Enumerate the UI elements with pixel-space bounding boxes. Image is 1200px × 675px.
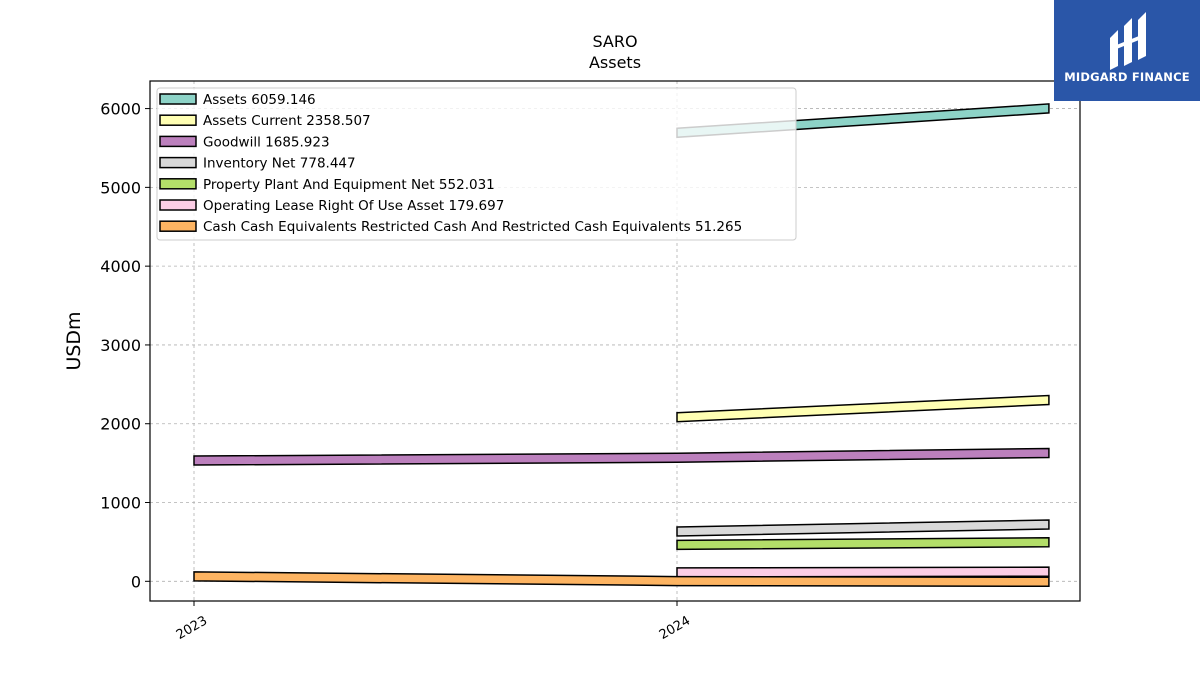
legend: Assets 6059.146 Assets Current 2358.507 Go…: [156, 87, 797, 241]
legend-label: Property Plant And Equipment Net 552.031: [203, 177, 495, 193]
legend-swatch: [159, 135, 197, 148]
legend-swatch: [159, 114, 197, 126]
legend-swatch: [159, 178, 197, 190]
chart-title: SARO: [592, 32, 637, 51]
chart-subtitle: Assets: [589, 53, 641, 72]
y-axis-label: USDm: [63, 311, 85, 370]
legend-swatch: [159, 156, 197, 169]
legend-label: Assets 6059.146: [203, 92, 316, 108]
legend-swatch: [159, 199, 197, 211]
series-band-2: [193, 447, 1050, 466]
legend-frame: [156, 87, 797, 241]
legend-label: Operating Lease Right Of Use Asset 179.6…: [203, 198, 504, 214]
x-tick-label: 2023: [174, 613, 210, 643]
legend-label: Inventory Net 778.447: [203, 156, 356, 172]
legend-label: Goodwill 1685.923: [203, 134, 330, 150]
series-band-4: [676, 537, 1050, 551]
y-tick-label: 6000: [100, 100, 141, 119]
series-group: [193, 103, 1050, 588]
logo-mark-icon: [1110, 12, 1146, 70]
y-tick-label: 3000: [100, 336, 141, 355]
legend-label: Cash Cash Equivalents Restricted Cash An…: [203, 219, 742, 235]
y-tick-label: 1000: [100, 494, 141, 513]
legend-label: Assets Current 2358.507: [203, 113, 371, 129]
plot-area: [149, 80, 1081, 602]
logo-text: MIDGARD FINANCE: [1064, 70, 1190, 84]
series-band-6: [193, 571, 1050, 588]
series-band-5: [676, 566, 1050, 578]
y-tick-label: 2000: [100, 415, 141, 434]
series-band-3: [676, 519, 1050, 537]
y-tick-label: 5000: [100, 178, 141, 197]
x-tick-label: 2024: [657, 613, 693, 643]
legend-swatch: [159, 93, 197, 105]
legend-swatch: [159, 220, 197, 232]
y-tick-label: 4000: [100, 257, 141, 276]
brand-logo: MIDGARD FINANCE: [1054, 0, 1200, 101]
y-tick-label: 0: [131, 572, 141, 591]
series-band-1: [676, 394, 1050, 423]
